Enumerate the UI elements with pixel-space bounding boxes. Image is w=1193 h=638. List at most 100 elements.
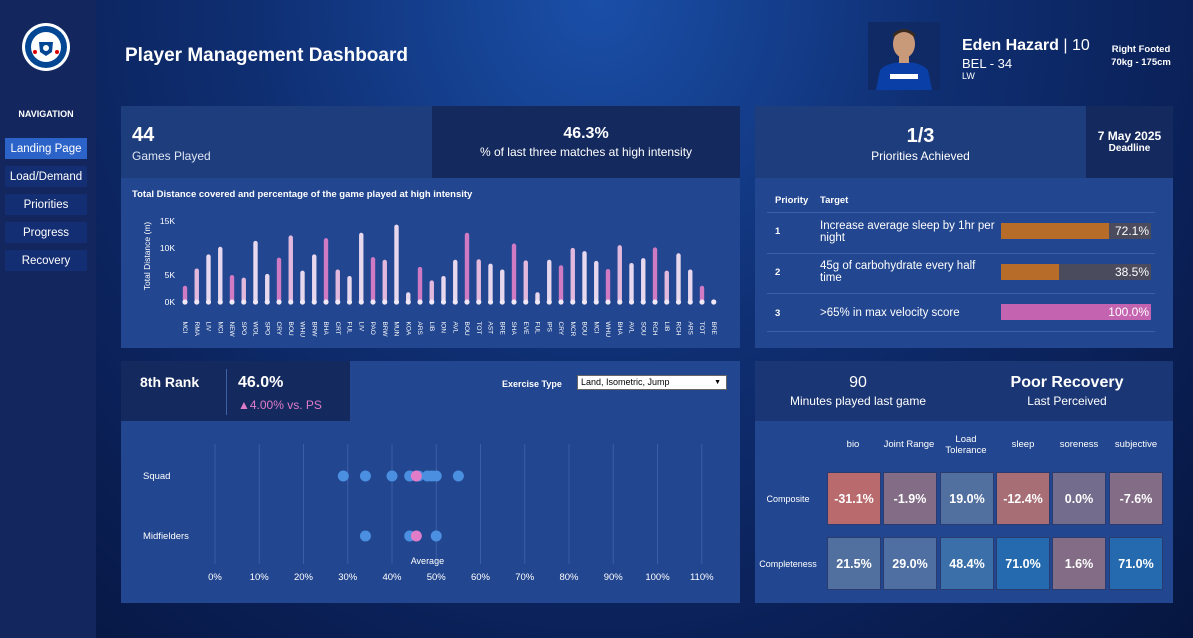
bar (347, 276, 352, 302)
y-tick-label: 10K (160, 243, 175, 253)
x-tick-label: 50% (427, 572, 447, 583)
heatmap-cell: 19.0% (940, 472, 994, 525)
bar (582, 251, 587, 302)
y-tick-label: 5K (165, 270, 176, 280)
x-tick-label: 100% (645, 572, 670, 583)
exercise-type-dropdown[interactable]: Land, Isometric, Jump ▼ (577, 375, 727, 390)
exercise-type-label: Exercise Type (502, 379, 562, 389)
nav-progress[interactable]: Progress (5, 222, 87, 243)
bar (464, 232, 470, 302)
priority-1-value: 72.1% (1114, 224, 1149, 238)
nav-recovery[interactable]: Recovery (5, 250, 87, 271)
bar-base-dot (699, 299, 705, 305)
x-tick-label: LIV (205, 322, 212, 332)
bar-base-dot (652, 299, 658, 305)
dot (386, 470, 398, 482)
bar-base-dot (182, 299, 188, 305)
x-tick-label: 70% (515, 572, 535, 583)
bar (229, 274, 235, 302)
recovery-status-label: Last Perceived (1027, 394, 1107, 408)
heatmap-cell: 1.6% (1052, 537, 1106, 590)
heatmap-cell: 48.4% (940, 537, 994, 590)
distance-chart-panel: Total Distance covered and percentage of… (121, 178, 740, 348)
bar-base-dot (570, 299, 576, 305)
bar-base-dot (605, 299, 611, 305)
bar-base-dot (558, 299, 564, 305)
bar-base-dot (335, 299, 341, 305)
x-tick-label: CRY (275, 322, 282, 336)
priority-3-num: 3 (775, 308, 781, 319)
heatmap-cell: 0.0% (1052, 472, 1106, 525)
bar (406, 292, 411, 302)
bar (676, 253, 681, 302)
x-tick-label: RCH (651, 322, 658, 336)
x-tick-label: 0% (208, 572, 222, 583)
heatmap-cell: 29.0% (883, 537, 937, 590)
bar-base-dot (264, 299, 270, 305)
x-tick-label: 10% (250, 572, 270, 583)
priority-1-bar (1001, 223, 1110, 239)
bar (359, 232, 364, 302)
bar (335, 269, 340, 302)
nav-landing-page[interactable]: Landing Page (5, 138, 87, 159)
dot (337, 470, 349, 482)
x-tick-label: LIB (663, 322, 670, 332)
bar (182, 285, 188, 302)
deadline-value: 7 May 2025 (1097, 129, 1162, 143)
x-tick-label: TOT (475, 322, 482, 335)
player-dot (410, 470, 422, 482)
x-tick-label: SPO (240, 322, 247, 336)
priority-divider (767, 212, 1155, 213)
bar (394, 224, 399, 302)
bar (570, 247, 575, 302)
bar-base-dot (393, 299, 400, 305)
bar (253, 240, 258, 302)
bar (500, 269, 505, 302)
player-number: | 10 (1063, 37, 1090, 54)
deadline-card: 7 May 2025 Deadline (1086, 106, 1173, 178)
bar (558, 265, 564, 302)
dot (452, 470, 464, 482)
priority-2-value: 38.5% (1114, 265, 1149, 279)
bar (664, 270, 669, 302)
y-tick-label: 15K (160, 216, 175, 226)
x-tick-label: LIB (428, 322, 435, 332)
nav-priorities[interactable]: Priorities (5, 194, 87, 215)
bar (476, 259, 481, 302)
games-played-value: 44 (132, 124, 155, 146)
x-tick-label: MCI (181, 322, 188, 334)
priorities-achieved-label: Priorities Achieved (871, 149, 970, 163)
heatmap-cell: -12.4% (996, 472, 1050, 525)
exercise-type-selected: Land, Isometric, Jump (581, 377, 670, 387)
player-dot (410, 530, 422, 542)
x-tick-label: 110% (690, 572, 714, 583)
bar (206, 254, 211, 302)
bar (323, 238, 329, 302)
player-country: BEL - 34 (962, 56, 1013, 71)
bar-base-dot (217, 299, 223, 305)
bar (617, 245, 622, 302)
x-tick-label: SOU (639, 322, 646, 336)
bar (488, 263, 493, 302)
bar-base-dot (511, 299, 517, 305)
bar (300, 270, 305, 302)
heatmap-col-joint-range: Joint Range (883, 439, 935, 450)
bar-base-dot (664, 299, 670, 305)
priority-header: Priority (775, 195, 809, 206)
average-label: Average (411, 556, 444, 566)
priority-2-num: 2 (775, 267, 781, 278)
heatmap-col-load-tolerance: Load Tolerance (945, 434, 987, 456)
heatmap-row-completeness: Completeness (759, 559, 817, 569)
sidebar: NAVIGATION Landing Page Load/Demand Prio… (0, 0, 96, 638)
heatmap-cell: 71.0% (1109, 537, 1163, 590)
priority-divider (767, 253, 1155, 254)
nav-load-demand[interactable]: Load/Demand (5, 166, 87, 187)
minutes-played-label: Minutes played last game (789, 394, 927, 408)
x-tick-label: BRW (381, 322, 388, 338)
bar (511, 243, 517, 302)
priority-3-text: >65% in max velocity score (820, 307, 960, 319)
bar-base-dot (288, 299, 294, 305)
heatmap-cell: 71.0% (996, 537, 1050, 590)
dot (430, 530, 442, 542)
player-footed: Right Footed (1111, 44, 1171, 55)
